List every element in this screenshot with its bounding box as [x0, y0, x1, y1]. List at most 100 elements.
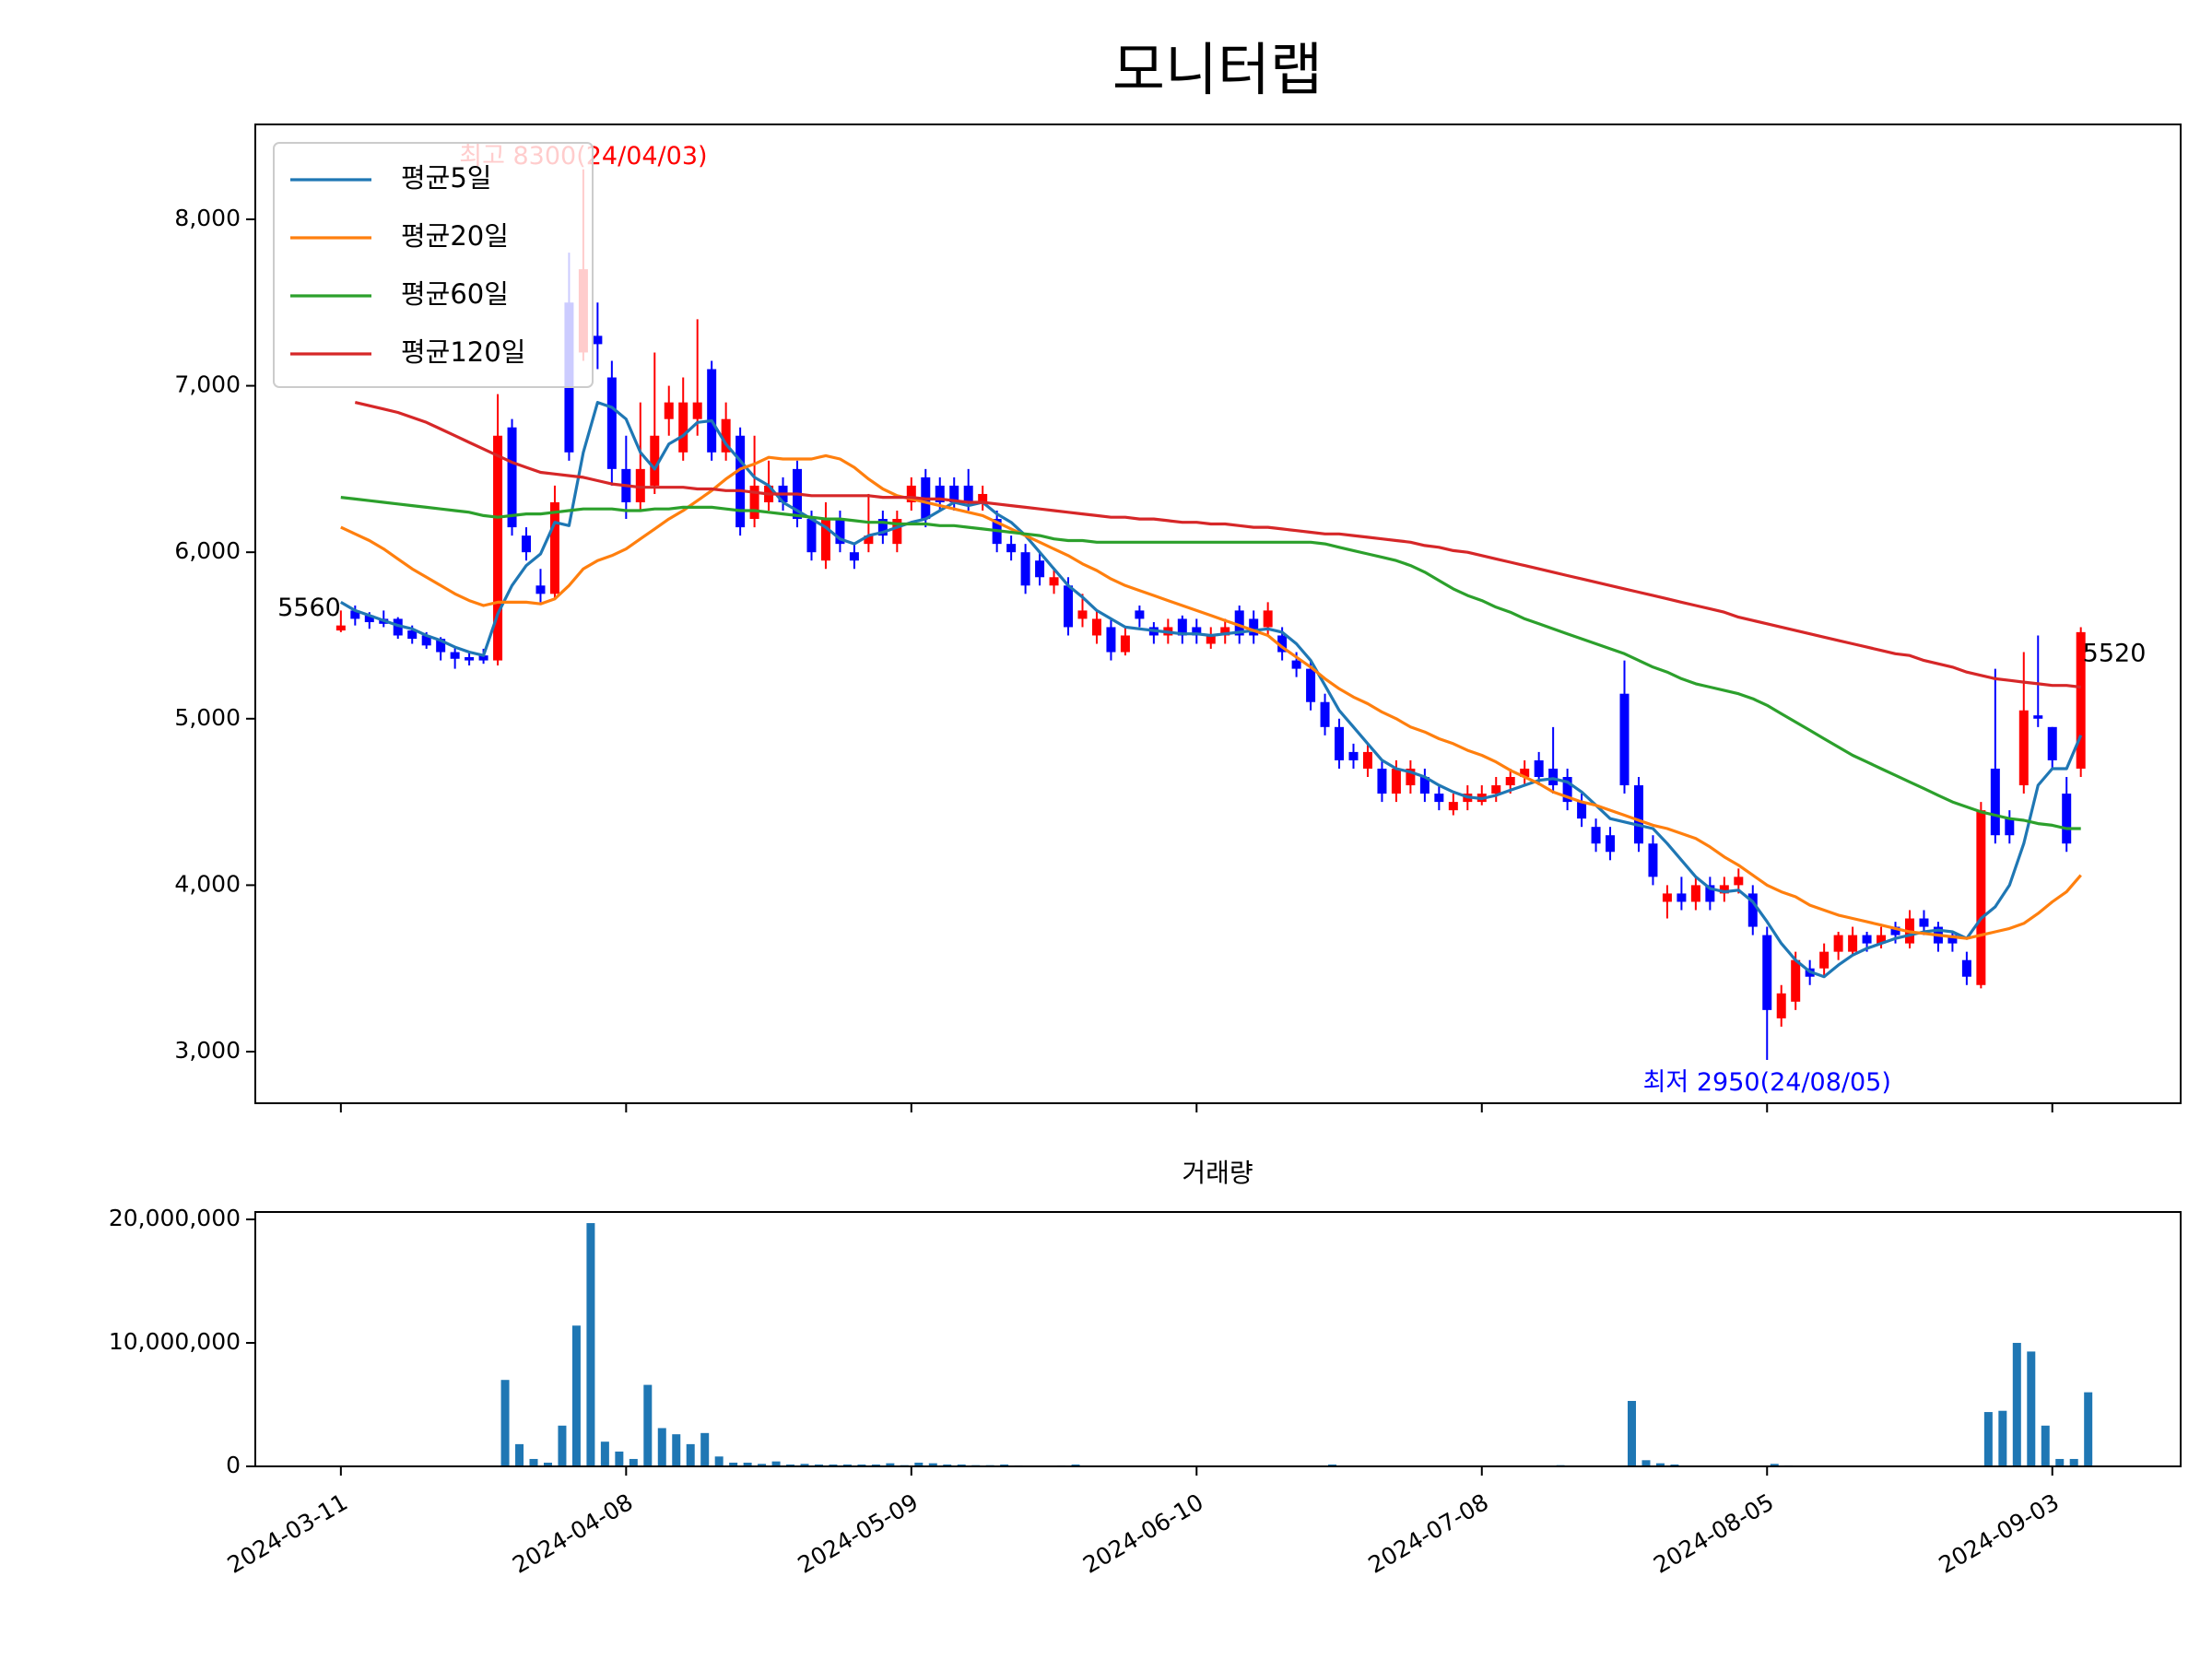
volume-bar — [615, 1451, 624, 1466]
candle-body — [436, 639, 446, 653]
candle-body — [364, 615, 374, 623]
volume-bar — [1983, 1412, 1993, 1466]
candle-body — [1633, 785, 1643, 844]
candle-body — [1306, 668, 1316, 702]
candle-body — [450, 652, 460, 659]
candle-body — [1006, 544, 1017, 553]
y-tick-label: 10,000,000 — [109, 1328, 241, 1355]
volume-bar — [714, 1456, 724, 1466]
volume-bar — [629, 1458, 638, 1466]
candle-body — [1263, 610, 1273, 628]
candle-body — [1848, 935, 1858, 952]
candle-body — [1919, 918, 1929, 927]
candle-body — [535, 585, 546, 594]
y-tick-label: 4,000 — [174, 870, 241, 897]
candle-body — [1648, 843, 1658, 877]
candle-body — [2062, 794, 2072, 844]
y-tick-label: 5,000 — [174, 704, 241, 731]
candle-body — [935, 485, 945, 502]
candle-body — [1448, 802, 1458, 811]
volume-bar — [500, 1380, 510, 1466]
candle-body — [350, 610, 360, 619]
volume-bar — [871, 1464, 880, 1466]
volume-bar — [1998, 1410, 2007, 1466]
candle-body — [1291, 660, 1301, 669]
candle-body — [1591, 827, 1601, 844]
volume-bar — [1655, 1463, 1665, 1466]
candle-body — [1947, 935, 1958, 944]
candle-body — [1719, 885, 1729, 894]
candle-body — [2033, 715, 2043, 719]
ma-line — [340, 496, 2081, 830]
volume-bar — [758, 1464, 767, 1466]
volume-bar — [729, 1462, 738, 1466]
candle-body — [1020, 552, 1030, 586]
volume-bar — [857, 1464, 866, 1466]
candle-body — [1320, 701, 1330, 727]
candle-body — [1106, 627, 1116, 653]
volume-bar — [529, 1458, 538, 1466]
candle-body — [678, 402, 688, 453]
volume-bar — [2084, 1392, 2093, 1466]
ma-line — [340, 453, 2082, 940]
candle-body — [1961, 959, 1971, 977]
volume-bar — [1000, 1464, 1009, 1466]
volume-bar — [1770, 1464, 1779, 1466]
candle-body — [2018, 710, 2029, 786]
candle-body — [1819, 951, 1830, 969]
candle-body — [1192, 627, 1202, 636]
candle-body — [978, 493, 988, 502]
candle-body — [1505, 777, 1515, 786]
volume-bar — [2027, 1351, 2036, 1466]
candle-body — [2047, 726, 2057, 760]
candle-body — [478, 655, 488, 661]
candle-body — [692, 402, 702, 419]
candle-body — [664, 402, 674, 419]
candle-body — [1277, 635, 1288, 653]
candle-body — [1362, 751, 1372, 769]
volume-bar — [957, 1464, 966, 1466]
candle-body — [1690, 885, 1700, 902]
candle-body — [963, 485, 973, 502]
volume-bar — [1328, 1464, 1337, 1466]
candle-body — [1791, 959, 1801, 1002]
candle-body — [749, 485, 759, 520]
candle-body — [1120, 635, 1130, 653]
candle-body — [1249, 618, 1259, 636]
candle-body — [2005, 818, 2015, 836]
candle-body — [1520, 768, 1530, 777]
volume-bar — [786, 1464, 795, 1466]
candle-body — [522, 535, 532, 553]
volume-bar — [1670, 1464, 1679, 1466]
candle-body — [493, 435, 503, 661]
ma-line — [339, 401, 2083, 979]
candle-body — [1406, 768, 1416, 786]
candle-body — [892, 519, 902, 545]
candle-body — [1064, 585, 1074, 628]
candle-body — [1035, 560, 1045, 578]
candle-body — [906, 485, 916, 502]
legend-label: 평균120일 — [401, 336, 525, 368]
candle-body — [2076, 631, 2086, 769]
candle-body — [407, 630, 418, 640]
y-tick-label: 3,000 — [174, 1037, 241, 1064]
candle-body — [1606, 835, 1616, 853]
candle-body — [835, 519, 845, 545]
volume-bar — [814, 1464, 823, 1466]
candle-body — [1677, 893, 1687, 902]
candle-body — [820, 519, 830, 561]
candle-body — [1747, 893, 1758, 927]
candle-body — [549, 501, 559, 594]
legend-label: 평균5일 — [401, 162, 492, 194]
candle-body — [1419, 777, 1430, 794]
candle-body — [1077, 610, 1088, 619]
candle-body — [1434, 794, 1444, 803]
candle-body — [1391, 768, 1401, 794]
volume-title: 거래량 — [1182, 1158, 1253, 1188]
candle-body — [1220, 627, 1230, 636]
last-close-annotation: 5520 — [2083, 639, 2147, 667]
y-tick-label: 7,000 — [174, 371, 241, 398]
candle-body — [1335, 726, 1345, 760]
